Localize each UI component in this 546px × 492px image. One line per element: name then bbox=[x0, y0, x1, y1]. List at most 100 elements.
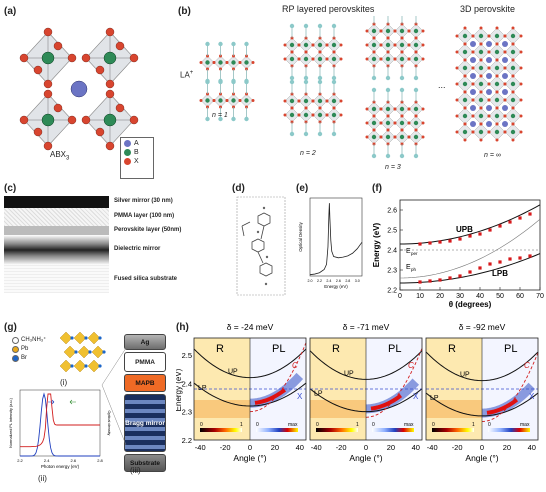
x-atom bbox=[421, 107, 425, 111]
x-atom bbox=[393, 121, 397, 125]
g-octahedron bbox=[73, 359, 87, 373]
h-xtick: -40 bbox=[311, 443, 322, 452]
b-atom bbox=[399, 134, 405, 140]
f-eper-label: E bbox=[406, 248, 411, 255]
h-ytick: 2.4 bbox=[182, 379, 192, 388]
f-point bbox=[528, 254, 532, 258]
g-arrow-right bbox=[69, 399, 76, 405]
h-xtick: -40 bbox=[195, 443, 206, 452]
x-atom bbox=[519, 114, 523, 118]
x-atom bbox=[318, 50, 322, 54]
a-atom bbox=[470, 73, 476, 79]
x-atom bbox=[471, 34, 475, 38]
panel-d-label: (d) bbox=[232, 183, 245, 194]
x-atom bbox=[511, 74, 515, 78]
b-atom bbox=[399, 56, 405, 62]
x-atom bbox=[455, 114, 459, 118]
b-atom bbox=[371, 134, 377, 140]
g-br-atom bbox=[70, 336, 74, 340]
panel-h-label: (h) bbox=[176, 322, 189, 333]
h-xtick: 20 bbox=[271, 443, 279, 452]
h-xtick: 40 bbox=[412, 443, 420, 452]
f-ytick: 2.3 bbox=[387, 268, 397, 275]
la-cation bbox=[413, 75, 419, 81]
g-br-atom bbox=[84, 336, 88, 340]
la-cation bbox=[231, 41, 236, 47]
x-atom bbox=[95, 127, 105, 137]
g-stack-label: Substrate bbox=[130, 459, 160, 467]
x-atom bbox=[463, 74, 467, 78]
h-xtick: 40 bbox=[296, 443, 304, 452]
b-atom bbox=[385, 106, 391, 112]
x-atom bbox=[463, 122, 467, 126]
legend-letter: X bbox=[134, 158, 139, 165]
legend-row-x: X bbox=[124, 158, 150, 165]
b-atom bbox=[289, 112, 295, 118]
b-atom bbox=[331, 98, 337, 104]
x-atom bbox=[311, 57, 315, 61]
e-frame bbox=[309, 197, 363, 277]
e-xtick: 3.0 bbox=[355, 279, 360, 283]
la-cation bbox=[331, 79, 337, 85]
la-cation bbox=[303, 131, 309, 137]
panel-g-label: (g) bbox=[4, 322, 17, 333]
e-ylabel: Optical Density bbox=[298, 221, 303, 251]
g-stack-label: MAPB bbox=[135, 379, 155, 387]
x-atom bbox=[365, 121, 369, 125]
x-atom bbox=[400, 114, 404, 118]
x-atom bbox=[43, 141, 53, 151]
g-octahedron bbox=[87, 359, 101, 373]
b-atom bbox=[41, 113, 55, 127]
x-atom bbox=[407, 121, 411, 125]
rp-title: RP layered perovskites bbox=[282, 4, 375, 14]
layer-silver: Silver mirror (30 nm) bbox=[114, 198, 173, 204]
formula-text: ABX bbox=[50, 150, 67, 159]
e-xtick: 2.0 bbox=[308, 279, 313, 283]
f-xtick: 70 bbox=[536, 293, 544, 300]
g-legend: CH₃NH₃⁺ Pb Br bbox=[12, 336, 46, 363]
g-stack-layer-0: Ag bbox=[124, 334, 166, 350]
g-br-atom bbox=[84, 364, 88, 368]
x-atom bbox=[365, 107, 369, 111]
x-atom bbox=[479, 90, 483, 94]
x-atom bbox=[421, 135, 425, 139]
e-xtick: 2.8 bbox=[345, 279, 350, 283]
la-cation bbox=[385, 153, 391, 159]
b-atom bbox=[244, 98, 249, 103]
f-frame bbox=[399, 199, 541, 291]
x-atom bbox=[325, 57, 329, 61]
x-atom bbox=[421, 29, 425, 33]
g-xtick: 2.8 bbox=[97, 458, 103, 463]
x-atom bbox=[129, 53, 139, 63]
f-ytick: 2.4 bbox=[387, 248, 397, 255]
h-xtick: 20 bbox=[387, 443, 395, 452]
ninf-label: n = ∞ bbox=[484, 152, 501, 159]
x-atom bbox=[379, 107, 383, 111]
f-upb-fit bbox=[399, 204, 541, 245]
x-atom bbox=[304, 106, 308, 110]
panel-f-label: (f) bbox=[372, 183, 382, 194]
h-xlabel: Angle (°) bbox=[233, 453, 266, 463]
g-legend-dot bbox=[12, 337, 19, 344]
x-atom bbox=[519, 50, 523, 54]
h-pl-colorbar bbox=[488, 428, 530, 432]
b-atom bbox=[462, 81, 468, 87]
x-atom bbox=[199, 61, 203, 64]
g-xtick: 2.2 bbox=[17, 458, 23, 463]
h-pl-label: PL bbox=[272, 343, 285, 355]
b-atom bbox=[494, 33, 500, 39]
g-sub-iii: (iii) bbox=[130, 466, 141, 475]
a-atom bbox=[70, 80, 88, 98]
x-atom bbox=[19, 115, 29, 125]
x-atom bbox=[471, 114, 475, 118]
f-xtick: 60 bbox=[516, 293, 524, 300]
h-xtick: -20 bbox=[336, 443, 347, 452]
legend-row-b: B bbox=[124, 149, 150, 156]
e-xlabel: Energy (eV) bbox=[324, 284, 348, 289]
h-ytick: 2.3 bbox=[182, 408, 192, 417]
h-xtick: -20 bbox=[220, 443, 231, 452]
g-br-atom bbox=[70, 364, 74, 368]
h-r-band bbox=[426, 400, 482, 418]
x-atom bbox=[339, 57, 343, 61]
g-sub-i: (i) bbox=[60, 378, 68, 387]
